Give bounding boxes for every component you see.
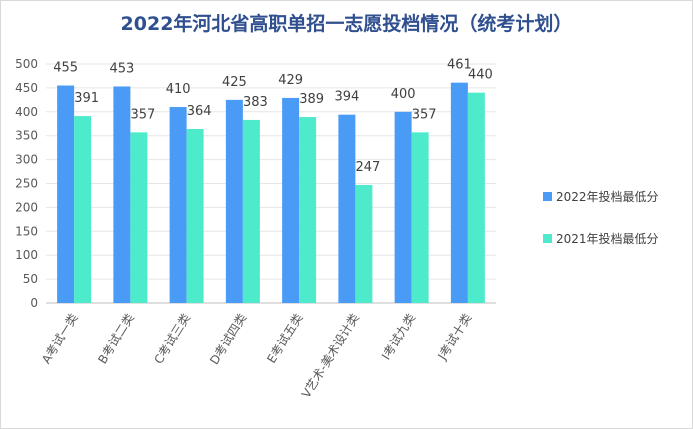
bar: [467, 92, 485, 304]
data-label: 425: [222, 75, 247, 90]
y-tick-label: 150: [15, 224, 38, 238]
x-tick-label: J考试十类: [434, 311, 475, 364]
data-label: 357: [412, 107, 437, 122]
x-tick-label: A考试一类: [38, 311, 81, 367]
y-tick-label: 350: [15, 129, 38, 143]
bar: [130, 132, 148, 303]
data-label: 461: [447, 58, 472, 73]
bar: [282, 97, 300, 303]
bar: [225, 99, 243, 303]
data-label: 400: [391, 87, 416, 102]
bar: [169, 107, 187, 304]
y-tick-label: 500: [15, 57, 38, 71]
legend-label: 2021年投档最低分: [556, 231, 659, 246]
data-label: 455: [53, 61, 78, 76]
x-tick-label: D考试四类: [206, 311, 249, 367]
data-label: 429: [278, 73, 303, 88]
data-label: 453: [109, 61, 134, 76]
data-label: 394: [334, 90, 359, 105]
y-tick-label: 200: [15, 200, 38, 214]
x-tick-label: C考试三类: [151, 311, 194, 367]
data-label: 383: [243, 95, 268, 110]
bar: [394, 111, 412, 303]
y-tick-label: 50: [23, 272, 38, 286]
y-tick-label: 250: [15, 177, 38, 191]
bar: [299, 117, 317, 303]
y-tick-label: 300: [15, 153, 38, 167]
y-tick-label: 400: [15, 105, 38, 119]
data-label: 410: [166, 82, 191, 97]
data-label: 391: [74, 91, 99, 106]
y-tick-label: 100: [15, 248, 38, 262]
x-tick-label: I考试九类: [378, 311, 418, 363]
data-label: 389: [299, 92, 324, 107]
x-tick-label: E考试五类: [263, 311, 305, 366]
legend-swatch: [543, 234, 552, 243]
bar: [74, 116, 92, 304]
bar: [338, 114, 356, 303]
bar: [242, 119, 260, 304]
bar: [355, 184, 373, 303]
x-tick-label: V艺术-美术设计类: [299, 311, 362, 400]
legend-swatch: [543, 192, 552, 201]
chart-title: 2022年河北省高职单招一志愿投档情况（统考计划）: [120, 13, 573, 35]
data-label: 440: [468, 68, 493, 83]
bar: [113, 86, 131, 303]
bar: [186, 129, 204, 303]
bar: [411, 132, 429, 303]
data-label: 364: [187, 104, 212, 119]
legend-label: 2022年投档最低分: [556, 189, 659, 204]
bar: [57, 85, 75, 303]
y-tick-label: 450: [15, 81, 38, 95]
data-label: 357: [130, 107, 155, 122]
data-label: 247: [355, 160, 380, 175]
bar: [450, 82, 468, 303]
y-tick-label: 0: [30, 296, 38, 310]
x-tick-label: B考试二类: [94, 311, 137, 367]
